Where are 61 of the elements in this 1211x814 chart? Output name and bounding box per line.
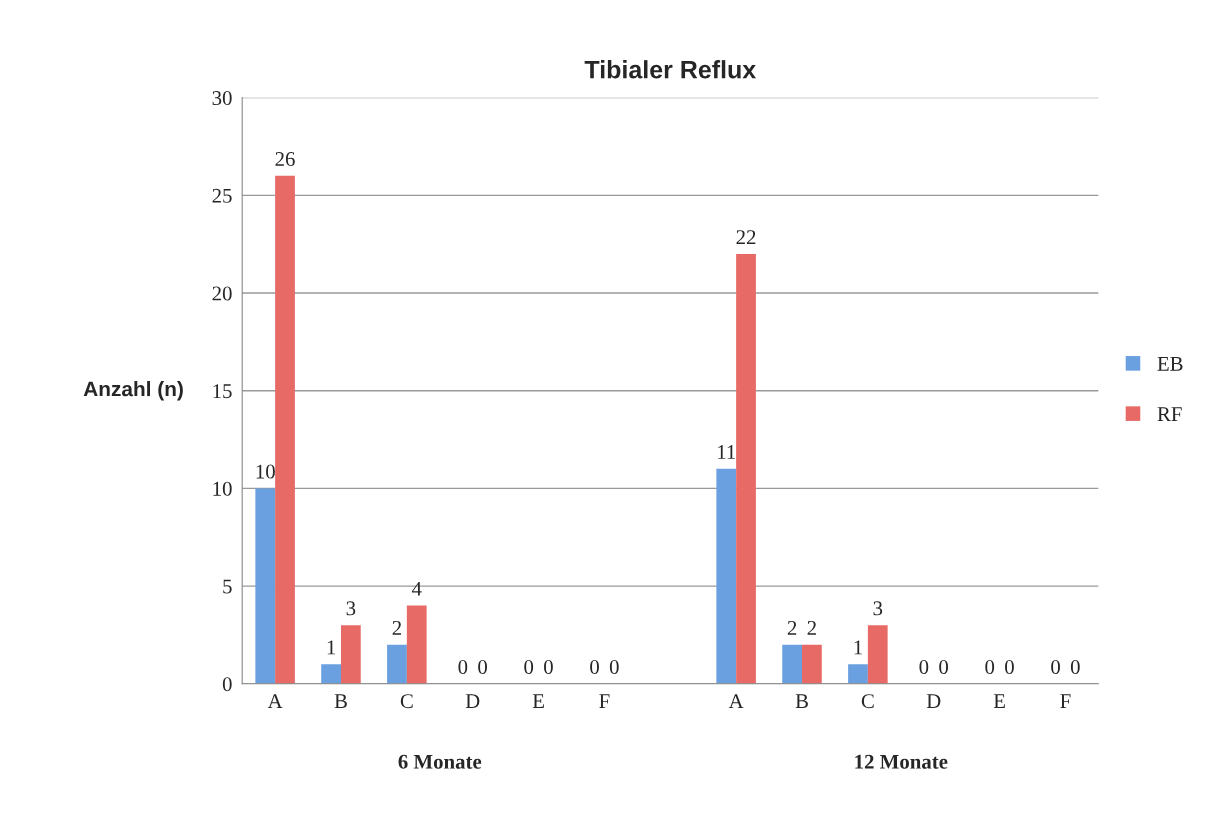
bar (782, 644, 803, 684)
bar (716, 468, 737, 684)
data-label: 2 (807, 620, 816, 635)
data-label: 0 (524, 659, 534, 674)
bar (802, 644, 822, 684)
data-label: 1 (327, 640, 336, 655)
data-label: 1 (854, 640, 862, 655)
data-label: 2 (787, 620, 797, 635)
y-axis-title: Anzahl (n) (83, 381, 183, 401)
bar (275, 175, 295, 684)
data-label: 0 (544, 659, 553, 674)
bar (255, 488, 276, 684)
x-tick-label: F (1060, 694, 1071, 708)
y-tick-label: 5 (223, 579, 232, 594)
data-label: 2 (392, 620, 402, 635)
data-label: 4 (411, 581, 422, 596)
x-tick-label: B (334, 694, 347, 708)
y-tick-label: 20 (212, 286, 232, 301)
bar (387, 644, 407, 684)
data-label: 0 (1051, 659, 1060, 674)
data-label: 3 (346, 601, 356, 616)
y-tick-label: 30 (212, 91, 232, 106)
x-tick-label: A (728, 694, 744, 708)
data-label: 10 (256, 464, 275, 479)
legend-label: EB (1157, 357, 1183, 371)
data-label: 0 (458, 659, 468, 674)
data-label: 0 (985, 659, 995, 674)
text: 6 Monate (398, 754, 482, 769)
data-label: 0 (939, 659, 949, 674)
x-tick-label: E (993, 694, 1005, 708)
x-tick-label: D (465, 694, 480, 708)
data-label: 0 (609, 659, 619, 674)
data-label: 0 (1070, 659, 1080, 674)
x-tick-label: C (861, 694, 874, 709)
data-label: 0 (1005, 659, 1014, 674)
x-tick-label: D (926, 694, 941, 708)
bar (406, 605, 427, 684)
data-label: 0 (590, 659, 599, 674)
y-tick-label: 0 (222, 677, 232, 692)
bar (848, 664, 868, 684)
data-label: 22 (736, 230, 756, 244)
bar (340, 625, 361, 684)
legend-label: RF (1157, 407, 1182, 421)
y-tick-label: 15 (213, 384, 232, 399)
x-tick-label: A (267, 694, 283, 708)
y-tick-label: 25 (212, 188, 232, 203)
text: 12 Monate (855, 754, 948, 769)
chart-title: Tibialer Reflux (584, 60, 757, 79)
bar (867, 625, 888, 684)
data-label: 0 (919, 659, 929, 674)
x-tick-label: B (795, 694, 808, 708)
data-label: 3 (873, 601, 883, 616)
data-label: 26 (275, 152, 295, 167)
x-tick-label: F (599, 694, 610, 708)
x-tick-label: E (532, 694, 544, 708)
data-label: 0 (478, 659, 487, 674)
bar (736, 253, 756, 684)
x-tick-label: C (400, 694, 413, 709)
y-tick-label: 10 (213, 481, 232, 496)
data-label: 11 (718, 445, 736, 459)
bar (321, 664, 341, 684)
